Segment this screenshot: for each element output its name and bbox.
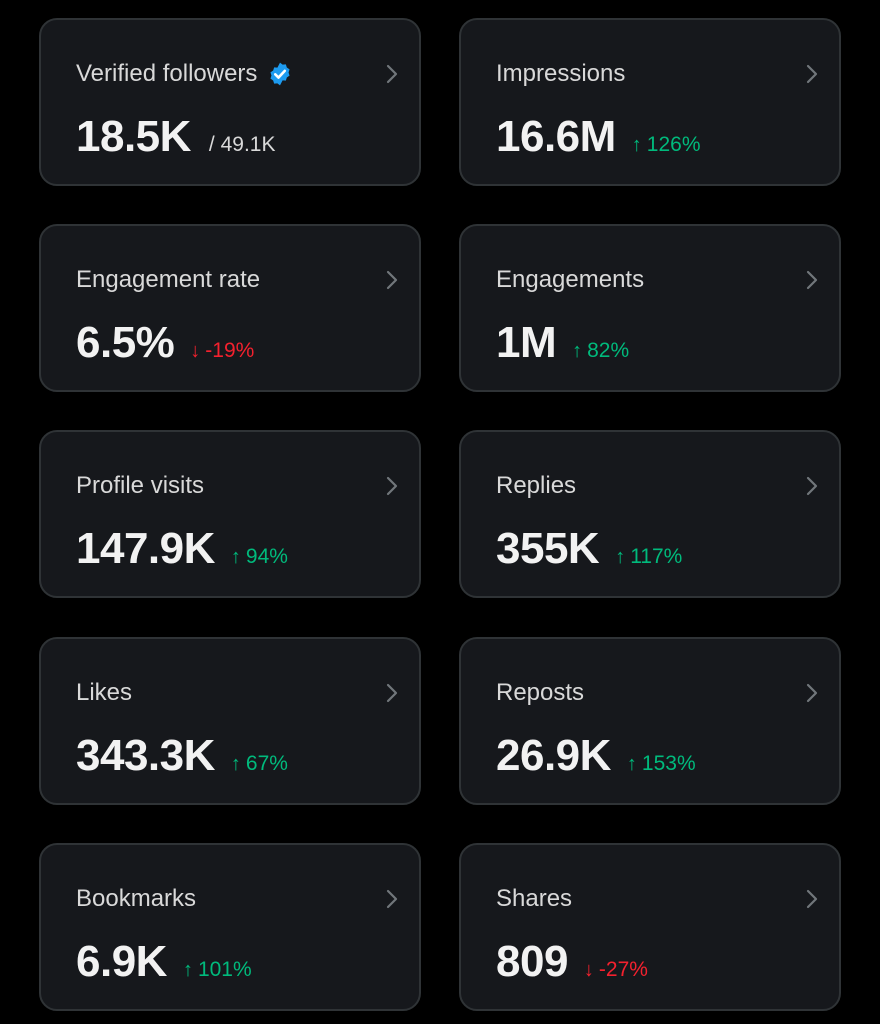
card-value-row: 16.6M ↑ 126% <box>496 112 701 164</box>
card-value: 16.6M <box>496 112 616 161</box>
card-value: 6.5% <box>76 318 175 367</box>
replies-card[interactable]: Replies 355K ↑ 117% <box>459 430 841 598</box>
card-value-row: 147.9K ↑ 94% <box>76 524 288 576</box>
arrow-down-icon: ↓ <box>583 959 594 981</box>
arrow-up-icon: ↑ <box>230 753 241 775</box>
impressions-card[interactable]: Impressions 16.6M ↑ 126% <box>459 18 841 186</box>
arrow-up-icon: ↑ <box>631 134 642 156</box>
change-value: 126% <box>646 133 701 156</box>
card-label-row: Profile visits <box>76 470 204 502</box>
card-value-row: 6.9K ↑ 101% <box>76 937 252 989</box>
engagement-rate-card[interactable]: Engagement rate 6.5% ↓ -19% <box>39 224 421 392</box>
card-label-row: Verified followers <box>76 58 293 90</box>
chevron-right-icon[interactable] <box>385 63 399 85</box>
card-value: 343.3K <box>76 731 215 780</box>
change-value: 94% <box>245 545 288 568</box>
card-label: Shares <box>496 885 573 912</box>
arrow-up-icon: ↑ <box>182 959 193 981</box>
bookmarks-card[interactable]: Bookmarks 6.9K ↑ 101% <box>39 843 421 1011</box>
card-label: Verified followers <box>76 60 258 87</box>
card-label: Reposts <box>496 679 585 706</box>
card-value-row: 809 ↓ -27% <box>496 937 648 989</box>
card-label-row: Bookmarks <box>76 883 196 915</box>
card-value: 26.9K <box>496 731 611 780</box>
card-value-row: 18.5K / 49.1K <box>76 112 275 164</box>
chevron-right-icon[interactable] <box>805 682 819 704</box>
reposts-card[interactable]: Reposts 26.9K ↑ 153% <box>459 637 841 805</box>
likes-card[interactable]: Likes 343.3K ↑ 67% <box>39 637 421 805</box>
chevron-right-icon[interactable] <box>385 269 399 291</box>
card-value: 18.5K <box>76 112 191 161</box>
chevron-right-icon[interactable] <box>805 888 819 910</box>
card-total: / 49.1K <box>208 133 276 156</box>
card-label: Impressions <box>496 60 626 87</box>
card-label-row: Replies <box>496 470 576 502</box>
arrow-up-icon: ↑ <box>572 340 583 362</box>
card-label: Bookmarks <box>76 885 197 912</box>
card-label-row: Likes <box>76 677 132 709</box>
change-value: 117% <box>630 545 683 568</box>
card-label-row: Engagement rate <box>76 264 260 296</box>
chevron-right-icon[interactable] <box>385 475 399 497</box>
card-value-row: 355K ↑ 117% <box>496 524 682 576</box>
profile-visits-card[interactable]: Profile visits 147.9K ↑ 94% <box>39 430 421 598</box>
change-value: 153% <box>641 752 696 775</box>
change-indicator: ↑ 153% <box>627 752 696 776</box>
change-value: -19% <box>205 339 255 362</box>
card-label-row: Shares <box>496 883 572 915</box>
card-value-row: 343.3K ↑ 67% <box>76 731 288 783</box>
arrow-up-icon: ↑ <box>615 546 626 568</box>
card-label: Profile visits <box>76 472 205 499</box>
card-value-row: 6.5% ↓ -19% <box>76 318 254 370</box>
change-indicator: ↑ 82% <box>572 339 629 363</box>
chevron-right-icon[interactable] <box>385 682 399 704</box>
card-value: 1M <box>496 318 557 367</box>
arrow-down-icon: ↓ <box>190 340 201 362</box>
change-indicator: ↑ 94% <box>231 545 288 569</box>
arrow-up-icon: ↑ <box>626 753 637 775</box>
change-indicator: ↑ 126% <box>632 133 701 157</box>
change-indicator: ↓ -27% <box>584 958 648 982</box>
change-indicator: ↑ 117% <box>615 545 682 569</box>
card-label-row: Engagements <box>496 264 644 296</box>
change-indicator: ↓ -19% <box>190 339 254 363</box>
card-label: Engagements <box>496 266 645 293</box>
arrow-up-icon: ↑ <box>230 546 241 568</box>
card-value: 147.9K <box>76 524 215 573</box>
verified-followers-card[interactable]: Verified followers 18.5K / 49.1K <box>39 18 421 186</box>
card-label-row: Impressions <box>496 58 625 90</box>
card-label: Replies <box>496 472 577 499</box>
card-value-row: 26.9K ↑ 153% <box>496 731 696 783</box>
card-value: 355K <box>496 524 600 573</box>
card-label: Likes <box>76 679 133 706</box>
card-label: Engagement rate <box>76 266 261 293</box>
chevron-right-icon[interactable] <box>385 888 399 910</box>
card-label-row: Reposts <box>496 677 584 709</box>
change-indicator: ↑ 67% <box>231 752 288 776</box>
change-value: 82% <box>587 339 630 362</box>
engagements-card[interactable]: Engagements 1M ↑ 82% <box>459 224 841 392</box>
card-value: 6.9K <box>76 937 167 986</box>
change-value: -27% <box>598 958 648 981</box>
shares-card[interactable]: Shares 809 ↓ -27% <box>459 843 841 1011</box>
chevron-right-icon[interactable] <box>805 63 819 85</box>
verified-badge-icon <box>267 61 293 87</box>
change-value: 67% <box>245 752 288 775</box>
card-value: 809 <box>496 937 568 986</box>
chevron-right-icon[interactable] <box>805 475 819 497</box>
chevron-right-icon[interactable] <box>805 269 819 291</box>
change-value: 101% <box>197 958 252 981</box>
card-value-row: 1M ↑ 82% <box>496 318 629 370</box>
change-indicator: ↑ 101% <box>183 958 252 982</box>
